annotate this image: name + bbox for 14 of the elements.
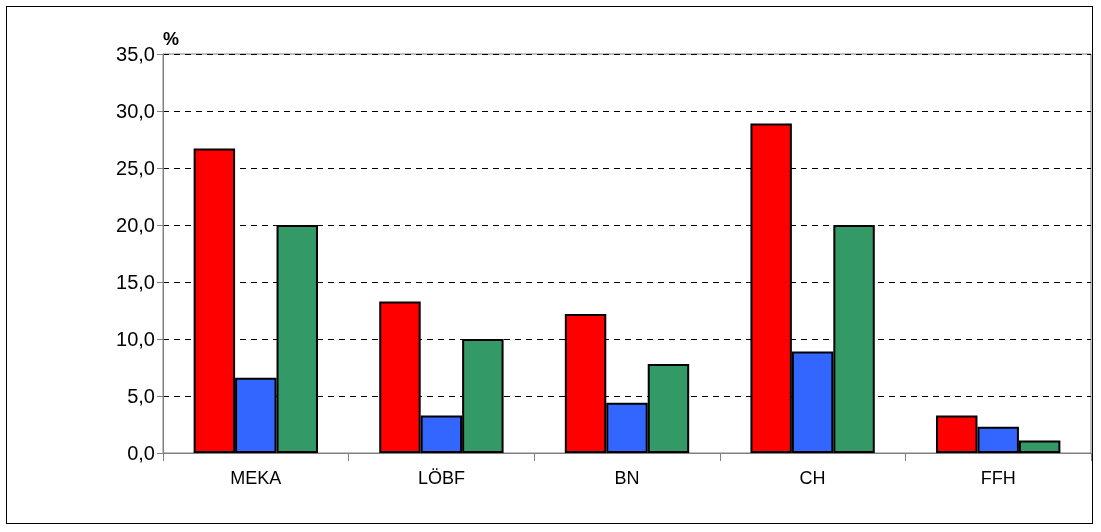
y-axis-title: % [163,29,180,49]
x-tick-label: BN [614,468,640,488]
y-tick-label: 30,0 [116,100,155,122]
y-tick-label: 5,0 [127,385,155,407]
x-tick-label: CH [799,468,826,488]
y-tick-label: 15,0 [116,271,155,293]
x-tick-label: LÖBF [417,468,465,488]
x-tick-label: MEKA [230,468,282,488]
x-tick-label: FFH [980,468,1016,488]
y-tick-label: 25,0 [116,157,155,179]
y-tick-label: 0,0 [127,442,155,464]
y-tick-label: 10,0 [116,328,155,350]
y-tick-label: 20,0 [116,214,155,236]
y-tick-label: 35,0 [116,43,155,65]
